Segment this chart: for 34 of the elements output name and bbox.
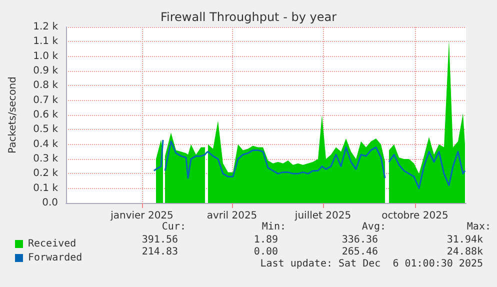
text: 391.56 [142,234,178,246]
y-tick-label: 0.2 k [33,168,58,180]
y-tick-label: 0.3 k [33,154,58,164]
text: Max: [466,222,491,232]
text: Cur: [162,222,186,232]
y-tick-label: 0.0 [42,198,58,208]
text: 1.89 [254,234,278,246]
y-tick-label: 0.6 k [33,110,58,120]
y-tick-label: 0.4 k [33,138,58,150]
y-axis-title: Packets/second [8,76,18,154]
text: 265.46 [342,246,378,258]
text: Last update: Sat Dec 6 01:00:30 2025 [260,258,484,270]
x-tick-label: avril 2025 [206,210,258,222]
y-tick-label: 1.0 k [33,50,58,62]
x-tick-label: octobre 2025 [382,210,448,222]
text: 31.94k [446,234,483,246]
x-tick-label: janvier 2025 [110,210,174,222]
text: 0.00 [254,246,278,258]
text: Avg: [362,222,386,232]
y-tick-label: 1.1 k [33,36,58,48]
legend-label: Forwarded [28,252,82,264]
y-tick-label: 0.1 k [33,182,58,194]
y-tick-label: 1.2 k [33,22,58,32]
y-tick-label: 0.8 k [33,80,58,92]
y-tick-label: 0.7 k [33,94,58,106]
text: Min: [262,222,286,232]
x-tick-label: juillet 2025 [294,210,352,222]
y-tick-label: 0.9 k [33,66,58,76]
legend-label: Received [28,238,76,250]
chart-title: Firewall Throughput - by year [160,10,337,24]
text: 214.83 [142,246,178,258]
text: 24.88k [446,246,483,258]
y-tick-label: 0.5 k [33,124,58,136]
text: 336.36 [342,234,378,246]
